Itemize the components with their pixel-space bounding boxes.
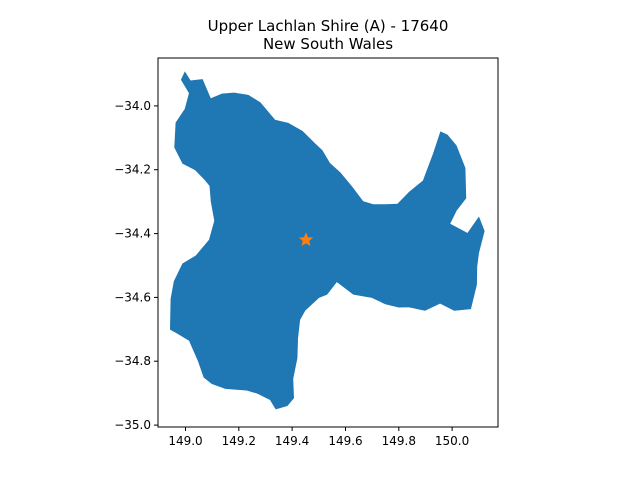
y-tick-label: −34.0 bbox=[114, 99, 151, 113]
x-axis-ticks: 149.0 149.2 149.4 149.6 149.8 150.0 bbox=[168, 427, 469, 448]
x-tick-label: 150.0 bbox=[435, 434, 469, 448]
chart-title-line-1: Upper Lachlan Shire (A) - 17640 bbox=[208, 17, 449, 35]
y-axis-ticks: −34.0 −34.2 −34.4 −34.6 −34.8 −35.0 bbox=[114, 99, 158, 432]
x-tick-label: 149.0 bbox=[168, 434, 202, 448]
y-tick-label: −35.0 bbox=[114, 418, 151, 432]
axes-frame bbox=[157, 57, 499, 428]
centroid-star-marker bbox=[298, 232, 314, 247]
region-polygon bbox=[169, 71, 485, 410]
x-tick-label: 149.2 bbox=[222, 434, 256, 448]
x-tick-label: 149.8 bbox=[382, 434, 416, 448]
plot-area bbox=[169, 71, 485, 410]
x-tick-label: 149.4 bbox=[275, 434, 309, 448]
y-tick-label: −34.8 bbox=[114, 354, 151, 368]
y-tick-label: −34.2 bbox=[114, 163, 151, 177]
y-tick-label: −34.6 bbox=[114, 290, 151, 304]
chart-title-line-2: New South Wales bbox=[263, 35, 393, 53]
y-tick-label: −34.4 bbox=[114, 227, 151, 241]
x-tick-label: 149.6 bbox=[328, 434, 362, 448]
